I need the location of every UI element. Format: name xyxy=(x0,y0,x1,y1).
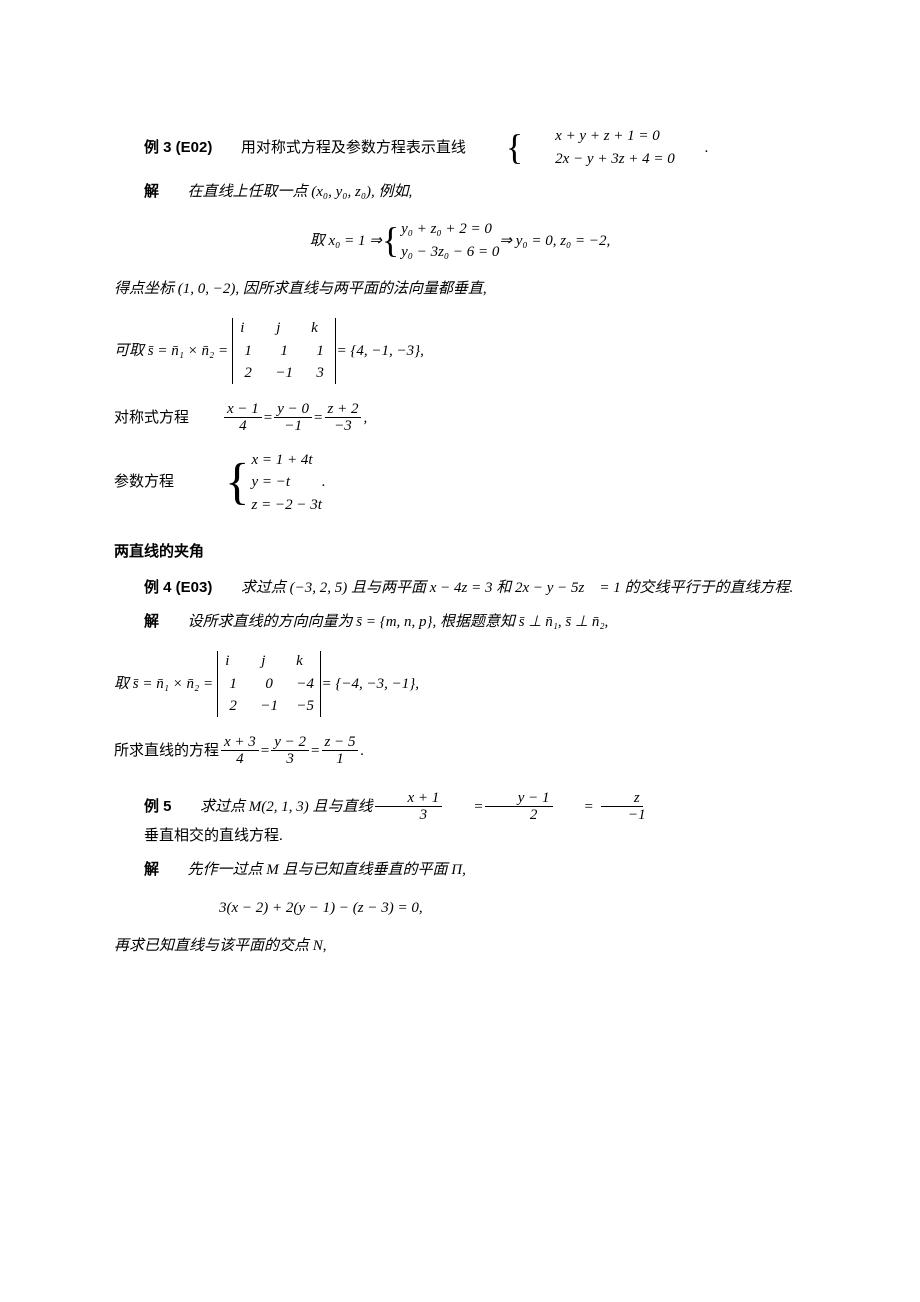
ex5-d1: 3 xyxy=(387,807,431,824)
ex5-d3: −1 xyxy=(595,807,649,824)
sym-tail: , xyxy=(363,406,367,430)
ex5-sol-text-2: 再求已知直线与该平面的交点 N, xyxy=(114,938,327,954)
ex5-n2: y − 1 xyxy=(485,790,553,808)
section-heading-angle: 两直线的夹角 xyxy=(114,540,806,564)
det-r2c2: −1 xyxy=(260,695,278,718)
determinant: i⃗j⃗k⃗ 111 2−13 xyxy=(232,315,336,387)
eq-sign: = xyxy=(555,795,593,819)
plane-eq: 3(x − 2) + 2(y − 1) − (z − 3) = 0, xyxy=(219,900,423,916)
eq-sign: = xyxy=(264,406,272,430)
eq-sign: = xyxy=(311,739,319,763)
det-r2c1: 2 xyxy=(224,695,242,718)
example-5-plane-eq: 3(x − 2) + 2(y − 1) − (z − 3) = 0, xyxy=(114,896,806,920)
system-line-2: 2x − y + 3z + 4 = 0 xyxy=(525,148,675,171)
solution-text-1: 在直线上任取一点 (x₀, y₀, z₀), 例如, xyxy=(188,184,413,200)
solution-label: 解 xyxy=(144,613,159,630)
fin-n2: y − 2 xyxy=(271,734,309,752)
det-result: = {4, −1, −3}, xyxy=(336,339,423,363)
det-r2c1: 2 xyxy=(239,362,257,385)
fin-n3: z − 5 xyxy=(322,734,359,752)
sym-n2: y − 0 xyxy=(274,401,312,419)
example-4-text: 求过点 (−3, 2, 5) 且与两平面 x − 4z = 3 和 2x − y… xyxy=(241,580,793,596)
eq-sign: = xyxy=(261,739,269,763)
ex5-d2: 2 xyxy=(497,807,541,824)
ex5-text-before: 求过点 M(2, 1, 3) 且与直线 xyxy=(200,799,373,815)
fin-d2: 3 xyxy=(283,751,297,768)
ex5-n1: x + 1 xyxy=(375,790,443,808)
mid-sys-line-1: y₀ + z₀ + 2 = 0 xyxy=(401,218,499,241)
ex5-sol-text-1: 先作一过点 M 且与已知直线垂直的平面 Π, xyxy=(188,862,466,878)
det-r2c2: −1 xyxy=(275,362,293,385)
ex5-n3: z xyxy=(601,790,643,808)
det-i: i⃗ xyxy=(224,650,242,673)
example-3-text: 用对称式方程及参数方程表示直线 xyxy=(241,140,466,156)
ex4-final-prefix: 所求直线的方程 xyxy=(114,739,219,763)
det-r1c3: 1 xyxy=(311,340,329,363)
sym-d2: −1 xyxy=(281,418,305,435)
example-3-label: 例 3 (E02) xyxy=(144,139,212,156)
fin-d3: 1 xyxy=(333,751,347,768)
period: . xyxy=(675,136,709,160)
example-4-statement: 例 4 (E03) 求过点 (−3, 2, 5) 且与两平面 x − 4z = … xyxy=(114,576,806,600)
sym-n1: x − 1 xyxy=(224,401,262,419)
param-z: z = −2 − 3t xyxy=(252,494,322,517)
example-5-solution-start: 解 先作一过点 M 且与已知直线垂直的平面 Π, xyxy=(114,858,806,882)
param-x: x = 1 + 4t xyxy=(252,449,322,472)
example-4-solution-start: 解 设所求直线的方向向量为 s̄ = {m, n, p}, 根据题意知 s̄ ⊥… xyxy=(114,610,806,634)
sym-d3: −3 xyxy=(331,418,355,435)
system-line-1: x + y + z + 1 = 0 xyxy=(525,125,675,148)
det-r1c1: 1 xyxy=(239,340,257,363)
example-3-derivation: 取 x₀ = 1 ⇒ { y₀ + z₀ + 2 = 0 y₀ − 3z₀ − … xyxy=(114,218,806,263)
det-r1c2: 1 xyxy=(275,340,293,363)
example-4-final-eq: 所求直线的方程 x + 34 = y − 23 = z − 51 . xyxy=(114,734,806,768)
determinant: i⃗ j⃗ k⃗ 10 −4 2 −1 −5 xyxy=(217,648,321,720)
det-j: j⃗ xyxy=(275,317,293,340)
example-4-det-block: 取 s̄ = n̄₁ × n̄₂ = i⃗ j⃗ k⃗ 10 −4 2 −1 −5 = {… xyxy=(114,648,806,720)
sym-n3: z + 2 xyxy=(325,401,362,419)
ex4-det-result: = {−4, −3, −1}, xyxy=(321,672,419,696)
ex4-sol-text: 设所求直线的方向向量为 s̄ = {m, n, p}, 根据题意知 s̄ ⊥ n… xyxy=(188,614,609,630)
eq-sign: = xyxy=(444,795,482,819)
det-r1c3: −4 xyxy=(296,673,314,696)
param-label: 参数方程 xyxy=(114,470,174,494)
det-k: k⃗ xyxy=(296,650,314,673)
sym-d1: 4 xyxy=(236,418,250,435)
example-3-point-line: 得点坐标 (1, 0, −2), 因所求直线与两平面的法向量都垂直, xyxy=(114,277,806,301)
derivation-prefix: 取 x₀ = 1 ⇒ xyxy=(310,229,382,253)
solution-label: 解 xyxy=(144,861,159,878)
fin-n1: x + 3 xyxy=(221,734,259,752)
det-k: k⃗ xyxy=(311,317,329,340)
example-3-det-block: 可取 s̄ = n̄₁ × n̄₂ = i⃗j⃗k⃗ 111 2−13 = {4… xyxy=(114,315,806,387)
example-3-statement: 例 3 (E02) 用对称式方程及参数方程表示直线 { x + y + z + … xyxy=(114,125,806,170)
derivation-suffix: ⇒ y₀ = 0, z₀ = −2, xyxy=(499,229,610,253)
ex5-text-after: 垂直相交的直线方程. xyxy=(114,824,283,848)
fin-d1: 4 xyxy=(233,751,247,768)
example-3-solution-start: 解 在直线上任取一点 (x₀, y₀, z₀), 例如, xyxy=(114,180,806,204)
det-prefix: 可取 s̄ = n̄₁ × n̄₂ = xyxy=(114,339,228,363)
solution-label: 解 xyxy=(144,183,159,200)
param-y: y = −t xyxy=(252,471,322,494)
param-tail: . xyxy=(322,470,326,494)
ex4-det-prefix: 取 s̄ = n̄₁ × n̄₂ = xyxy=(114,672,213,696)
example-5-sol-text-2: 再求已知直线与该平面的交点 N, xyxy=(114,934,806,958)
mid-sys-line-2: y₀ − 3z₀ − 6 = 0 xyxy=(401,241,499,264)
det-i: i⃗ xyxy=(239,317,257,340)
example-3-parametric: 参数方程 { x = 1 + 4t y = −t z = −2 − 3t . xyxy=(114,449,806,517)
example-3-symmetric: 对称式方程 x − 14 = y − 0−1 = z + 2−3 , xyxy=(114,401,806,435)
point-text: 得点坐标 (1, 0, −2), 因所求直线与两平面的法向量都垂直, xyxy=(114,281,487,297)
det-r1c1: 1 xyxy=(224,673,242,696)
eq-sign: = xyxy=(314,406,322,430)
example-3-system: { x + y + z + 1 = 0 2x − y + 3z + 4 = 0 xyxy=(476,125,675,170)
det-j: j⃗ xyxy=(260,650,278,673)
sym-label: 对称式方程 xyxy=(114,406,189,430)
example-5-label: 例 5 xyxy=(144,798,172,815)
det-r2c3: −5 xyxy=(296,695,314,718)
det-r2c3: 3 xyxy=(311,362,329,385)
example-4-label: 例 4 (E03) xyxy=(144,579,212,596)
ex4-final-tail: . xyxy=(360,739,364,763)
det-r1c2: 0 xyxy=(260,673,278,696)
example-5-statement: 例 5 求过点 M(2, 1, 3) 且与直线 x + 13 = y − 12 … xyxy=(114,790,806,848)
